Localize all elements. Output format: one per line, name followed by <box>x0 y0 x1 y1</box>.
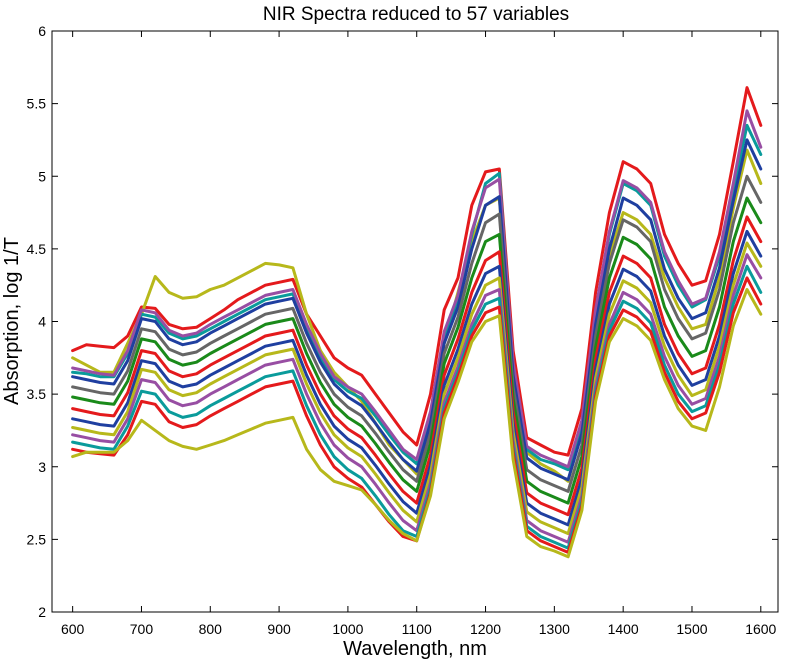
spectrum-line-6 <box>71 174 763 493</box>
y-tick-label: 6 <box>38 23 46 39</box>
y-tick-label: 4.5 <box>27 241 47 257</box>
x-tick-label: 900 <box>267 621 291 637</box>
spectrum-line-11 <box>71 253 763 544</box>
spectrum-line-8 <box>71 215 763 517</box>
x-tick-label: 1000 <box>332 621 363 637</box>
spectrum-line-9 <box>71 229 763 527</box>
spectrum-line-3 <box>71 123 763 472</box>
x-axis: 600 700 800 900 1000 1100 1200 1300 1400 1500 1600 <box>61 31 777 637</box>
plot-area <box>71 86 763 559</box>
y-tick-label: 5.5 <box>27 96 47 112</box>
x-axis-label: Wavelength, nm <box>343 638 487 660</box>
spectrum-line-14 <box>71 288 763 559</box>
spectrum-line-5 <box>71 138 763 482</box>
x-tick-label: 1300 <box>539 621 570 637</box>
spectrum-line-4 <box>71 109 763 469</box>
y-tick-label: 5 <box>38 168 46 184</box>
y-axis-label: Absorption, log 1/T <box>1 237 23 405</box>
x-tick-label: 1400 <box>608 621 639 637</box>
spectrum-line-10 <box>71 241 763 536</box>
y-tick-label: 2 <box>38 604 46 620</box>
x-tick-label: 1100 <box>402 621 432 637</box>
y-tick-label: 3 <box>38 459 46 475</box>
y-tick-label: 2.5 <box>27 531 47 547</box>
y-tick-label: 4 <box>38 314 46 330</box>
spectrum-line-2 <box>71 148 763 483</box>
x-tick-label: 1600 <box>745 621 776 637</box>
x-tick-label: 1200 <box>470 621 501 637</box>
x-tick-label: 1500 <box>676 621 707 637</box>
x-tick-label: 700 <box>130 621 154 637</box>
x-tick-label: 800 <box>199 621 223 637</box>
spectrum-line-1 <box>71 86 763 457</box>
y-tick-label: 3.5 <box>27 386 47 402</box>
chart-title: NIR Spectra reduced to 57 variables <box>263 4 569 25</box>
x-tick-label: 600 <box>61 621 85 637</box>
spectrum-line-7 <box>71 196 763 505</box>
y-axis: 2 2.5 3 3.5 4 4.5 5 5.5 6 <box>27 23 778 620</box>
